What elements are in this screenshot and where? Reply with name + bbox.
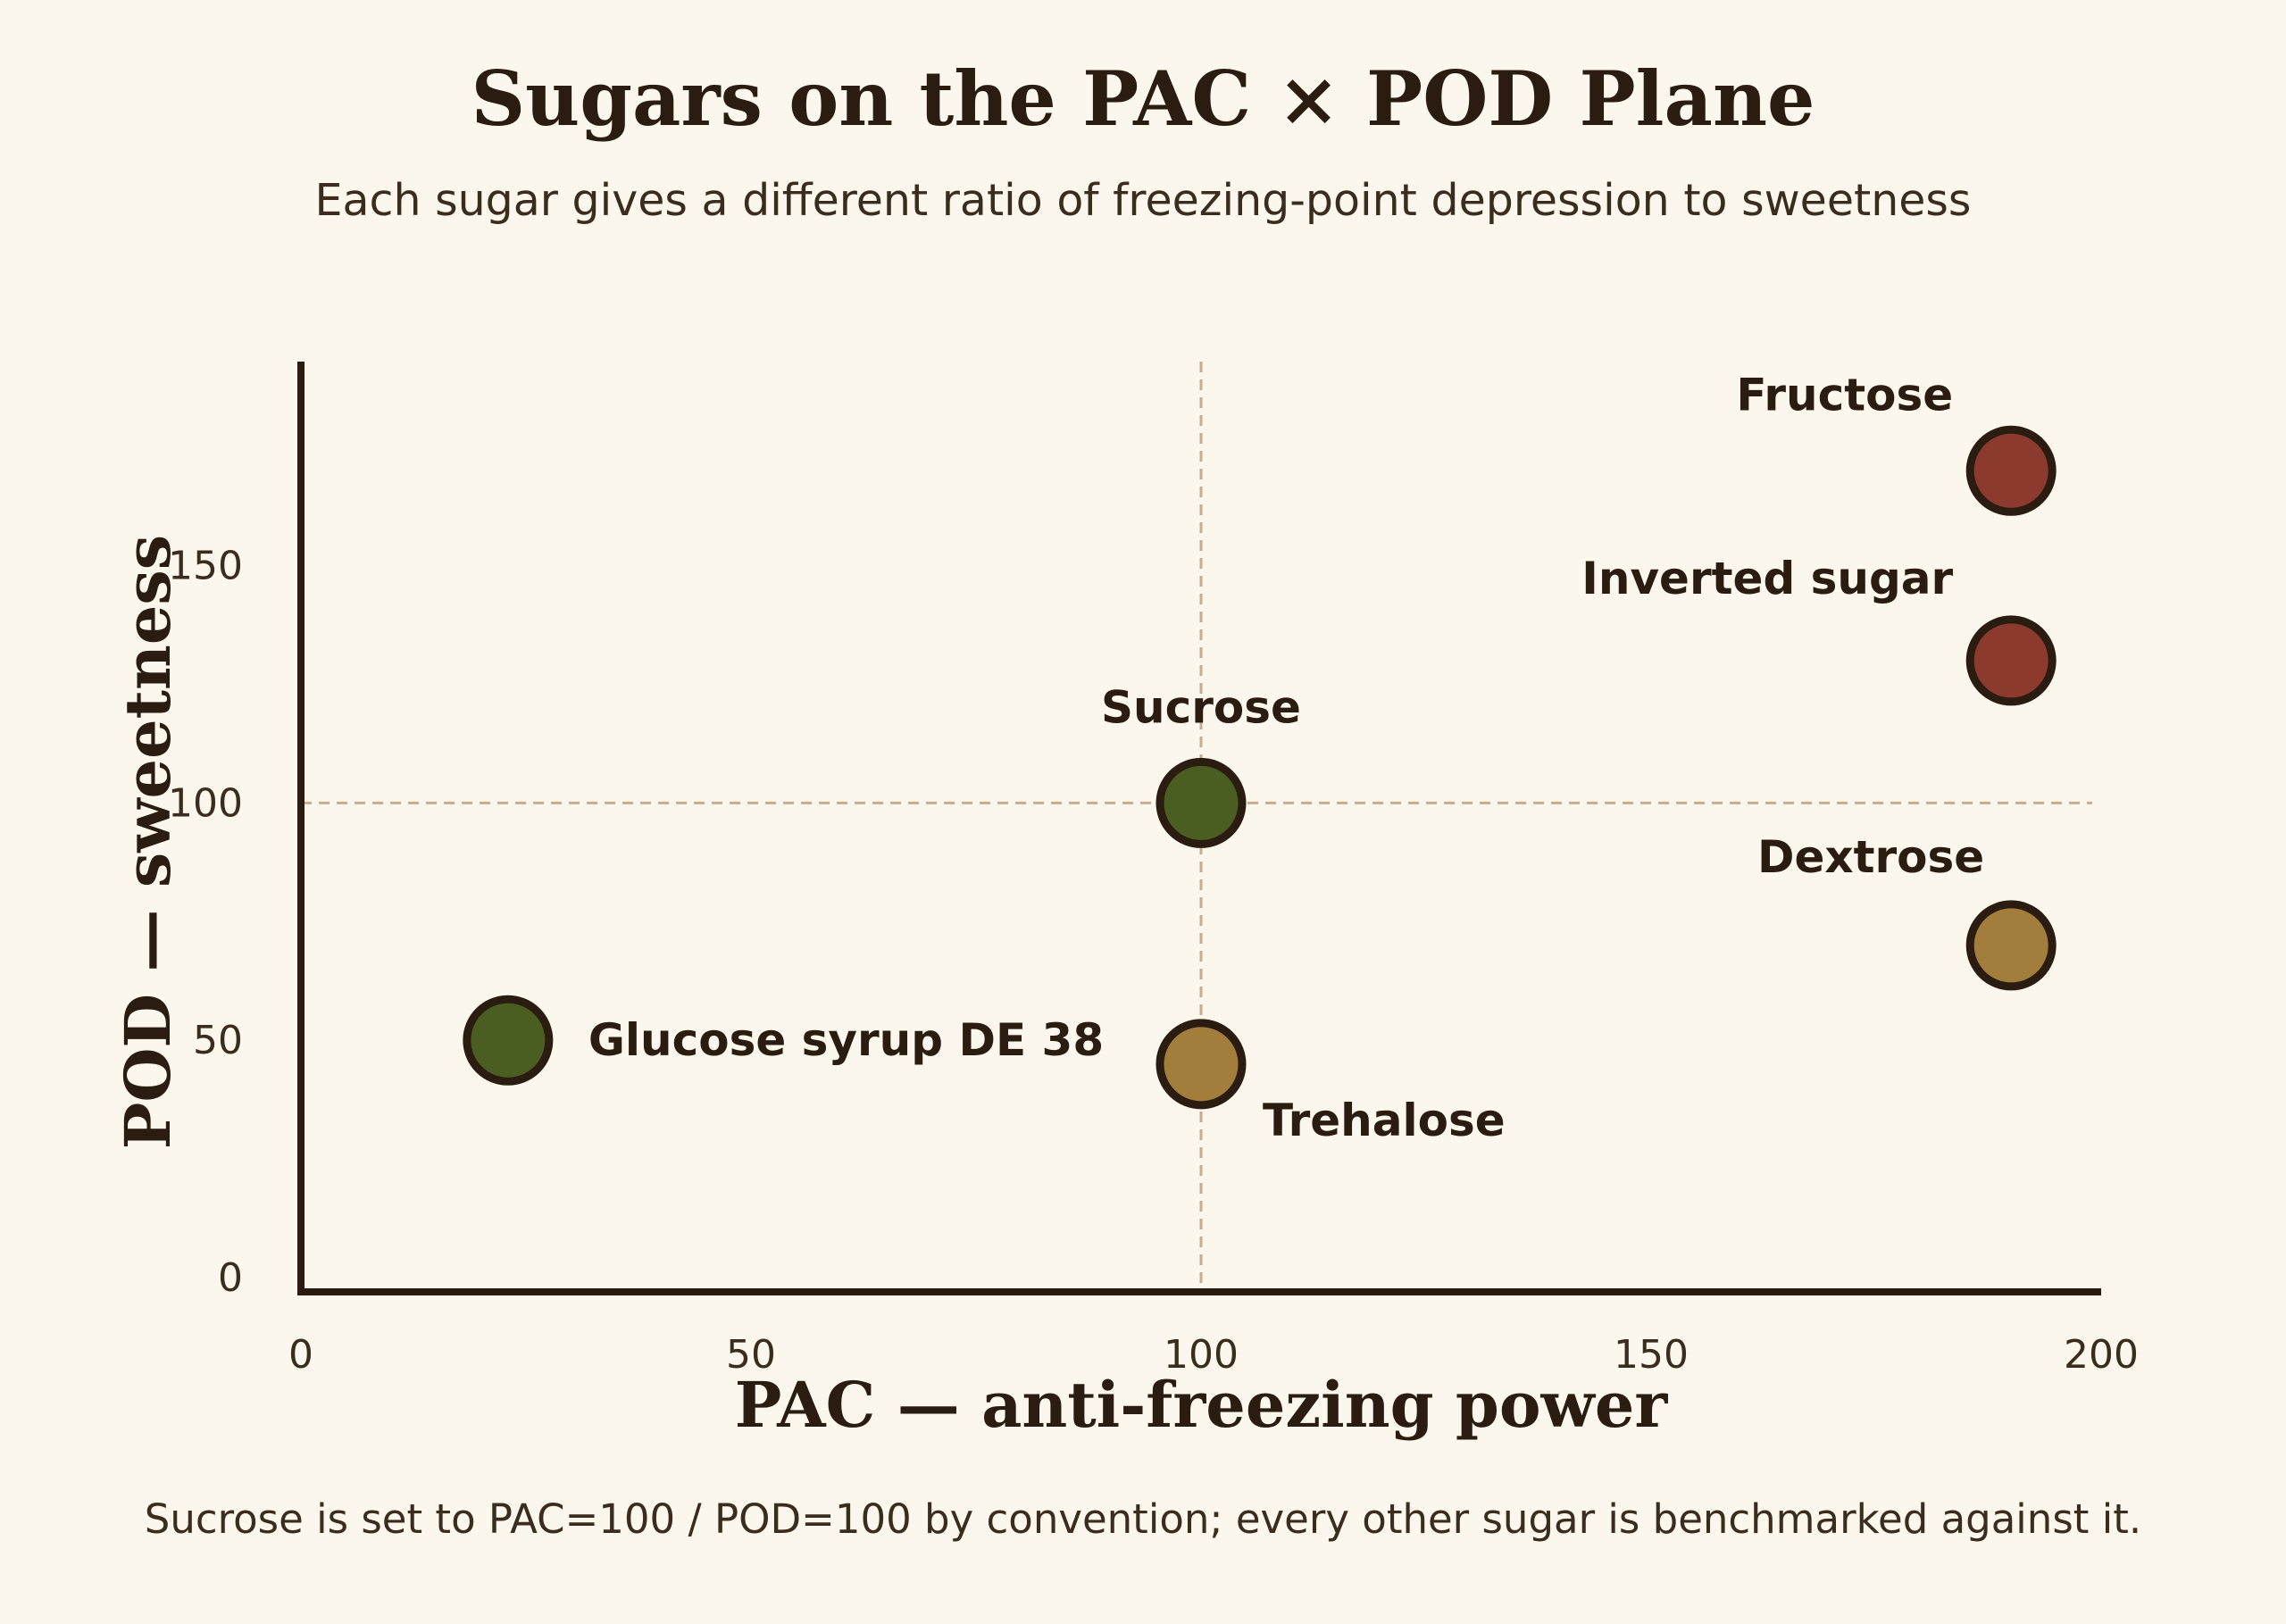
x-tick-label: 100 <box>1164 1332 1239 1378</box>
x-tick-label: 200 <box>2064 1332 2139 1378</box>
label-inverted-sugar: Inverted sugar <box>1581 553 1953 604</box>
y-tick-label: 0 <box>218 1255 243 1301</box>
label-glucose-syrup-de-38: Glucose syrup DE 38 <box>588 1014 1104 1066</box>
chart-footnote: Sucrose is set to PAC=100 / POD=100 by c… <box>145 1495 2141 1543</box>
x-tick-label: 150 <box>1614 1332 1689 1378</box>
label-sucrose: Sucrose <box>1101 681 1301 733</box>
axes <box>297 362 2101 1295</box>
x-tick-label: 0 <box>288 1332 313 1378</box>
point-inverted-sugar <box>1965 615 2057 706</box>
point-fructose <box>1965 425 2057 516</box>
label-dextrose: Dextrose <box>1757 831 1984 883</box>
point-trehalose <box>1156 1019 1247 1110</box>
x-axis-label: PAC — anti-freezing power <box>735 1368 1669 1442</box>
chart-subtitle: Each sugar gives a different ratio of fr… <box>315 175 1972 226</box>
point-dextrose <box>1965 900 2057 991</box>
label-fructose: Fructose <box>1736 369 1953 421</box>
y-tick-label: 150 <box>168 544 243 589</box>
tick-labels: 0 50 100 150 200 0 50 100 150 <box>168 544 2139 1378</box>
data-points <box>463 425 2057 1110</box>
y-tick-label: 100 <box>168 780 243 826</box>
chart-title: Sugars on the PAC × POD Plane <box>471 54 1815 143</box>
y-tick-label: 50 <box>193 1018 243 1063</box>
point-glucose-syrup-de-38 <box>463 995 554 1086</box>
label-trehalose: Trehalose <box>1263 1095 1506 1146</box>
point-sucrose <box>1156 757 1247 848</box>
y-axis-label: POD — sweetness <box>111 535 185 1149</box>
point-labels: Sucrose Fructose Inverted sugar Dextrose Glu… <box>588 369 1984 1146</box>
x-tick-label: 50 <box>726 1332 776 1378</box>
